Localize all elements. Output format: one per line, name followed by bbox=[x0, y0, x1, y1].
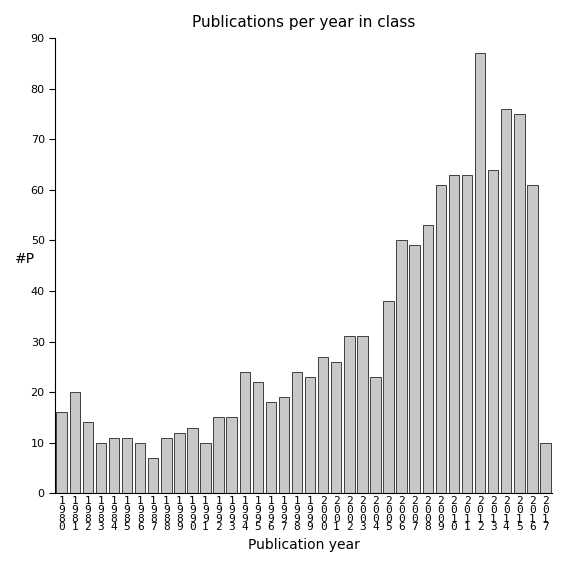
Bar bbox=[292, 372, 302, 493]
Bar bbox=[540, 443, 551, 493]
Bar bbox=[174, 433, 185, 493]
Bar bbox=[213, 417, 224, 493]
Bar bbox=[200, 443, 211, 493]
Title: Publications per year in class: Publications per year in class bbox=[192, 15, 415, 30]
Bar bbox=[96, 443, 106, 493]
Bar bbox=[109, 438, 119, 493]
Bar bbox=[383, 301, 394, 493]
Bar bbox=[252, 382, 263, 493]
Bar bbox=[396, 240, 407, 493]
Y-axis label: #P: #P bbox=[15, 252, 35, 266]
Bar bbox=[83, 422, 93, 493]
Bar bbox=[344, 336, 354, 493]
Bar bbox=[501, 109, 511, 493]
Bar bbox=[57, 412, 67, 493]
Bar bbox=[318, 357, 328, 493]
Bar bbox=[331, 362, 341, 493]
Bar bbox=[357, 336, 367, 493]
Bar bbox=[527, 185, 538, 493]
Bar bbox=[475, 53, 485, 493]
Bar bbox=[422, 225, 433, 493]
Bar bbox=[488, 170, 498, 493]
Bar bbox=[161, 438, 172, 493]
Bar bbox=[435, 185, 446, 493]
Bar bbox=[370, 377, 380, 493]
Bar bbox=[135, 443, 145, 493]
Bar bbox=[226, 417, 237, 493]
Bar bbox=[462, 175, 472, 493]
Bar bbox=[148, 458, 158, 493]
Bar bbox=[70, 392, 80, 493]
Bar bbox=[122, 438, 132, 493]
Bar bbox=[239, 372, 250, 493]
X-axis label: Publication year: Publication year bbox=[248, 538, 359, 552]
Bar bbox=[305, 377, 315, 493]
Bar bbox=[514, 114, 524, 493]
Bar bbox=[279, 397, 289, 493]
Bar bbox=[448, 175, 459, 493]
Bar bbox=[266, 402, 276, 493]
Bar bbox=[409, 246, 420, 493]
Bar bbox=[187, 428, 198, 493]
